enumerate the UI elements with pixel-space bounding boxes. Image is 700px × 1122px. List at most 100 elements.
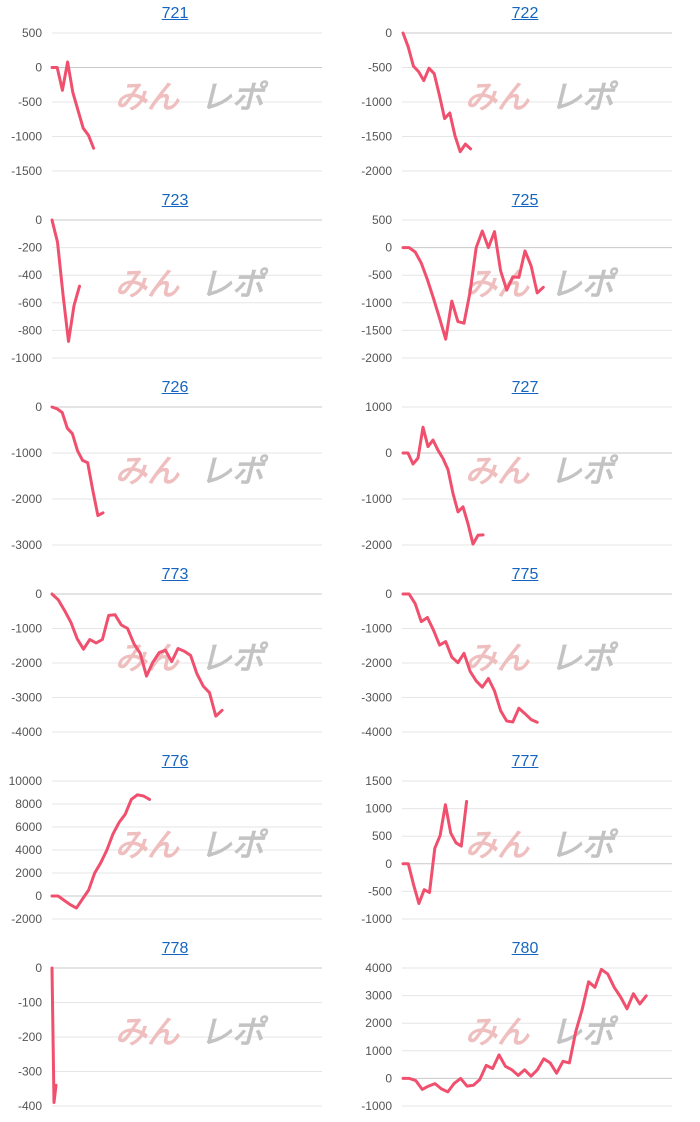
- chart-panel-778: 778 0 -100 -200 -300 -400 みん レポ: [0, 935, 350, 1122]
- watermark-text-gray: レポ: [550, 452, 619, 490]
- y-tick-label: -600: [18, 296, 42, 310]
- y-tick-label: -500: [368, 61, 392, 75]
- line-chart: 500 0 -500 -1000 -1500 -2000 みん レポ: [361, 213, 672, 365]
- watermark: みん レポ: [465, 1013, 619, 1051]
- chart-title-link[interactable]: 773: [161, 566, 189, 583]
- watermark-text-red: みん: [465, 1013, 530, 1051]
- chart-panel-727: 727 1000 0 -1000 -2000 みん レポ: [350, 374, 700, 561]
- y-tick-label: 0: [385, 241, 392, 255]
- watermark-text-red: みん: [465, 639, 530, 677]
- line-chart: 0 -1000 -2000 -3000 -4000 みん レポ: [361, 587, 672, 739]
- y-tick-label: -1000: [361, 296, 392, 310]
- series-line: [401, 31, 473, 154]
- y-tick-label: -1000: [11, 351, 42, 365]
- chart-title-link[interactable]: 722: [511, 5, 539, 22]
- y-tick-label: -2000: [361, 538, 392, 552]
- line-chart: 0 -500 -1000 -1500 -2000 みん レポ: [361, 26, 672, 178]
- chart-title-link[interactable]: 777: [511, 753, 539, 770]
- y-tick-label: -4000: [361, 725, 392, 739]
- watermark: みん レポ: [465, 265, 619, 303]
- y-tick-label: -1500: [361, 130, 392, 144]
- watermark: みん レポ: [115, 639, 269, 677]
- y-tick-label: 6000: [15, 820, 42, 834]
- y-tick-label: 0: [35, 400, 42, 414]
- series-line: [401, 229, 545, 341]
- y-tick-label: 0: [385, 587, 392, 601]
- chart-title-link[interactable]: 723: [161, 192, 189, 209]
- watermark-text-gray: レポ: [550, 826, 619, 864]
- watermark-text-gray: レポ: [200, 1013, 269, 1051]
- watermark: みん レポ: [115, 826, 269, 864]
- chart-panel-776: 776 10000 8000 6000 4000 2000 0 -2000 みん レポ: [0, 748, 350, 935]
- line-chart: 0 -1000 -2000 -3000 -4000 みん レポ: [11, 587, 322, 739]
- y-tick-label: 10000: [9, 774, 43, 788]
- y-tick-label: -4000: [11, 725, 42, 739]
- watermark-text-gray: レポ: [550, 78, 619, 116]
- y-tick-label: -1000: [361, 622, 392, 636]
- y-tick-label: -2000: [11, 912, 42, 926]
- y-tick-label: -500: [18, 95, 42, 109]
- chart-title-link[interactable]: 727: [511, 379, 539, 396]
- y-tick-label: 8000: [15, 797, 42, 811]
- y-tick-label: 0: [385, 1071, 392, 1085]
- y-tick-label: 4000: [365, 961, 392, 975]
- y-tick-label: -2000: [11, 656, 42, 670]
- chart-title-link[interactable]: 725: [511, 192, 539, 209]
- y-tick-label: 1000: [365, 802, 392, 816]
- y-tick-label: 0: [35, 889, 42, 903]
- y-tick-label: -1000: [361, 912, 392, 926]
- y-tick-label: 0: [35, 213, 42, 227]
- y-tick-label: -1500: [11, 164, 42, 178]
- y-tick-label: -400: [18, 268, 42, 282]
- y-tick-label: 0: [385, 857, 392, 871]
- y-tick-label: 1000: [365, 1044, 392, 1058]
- watermark: みん レポ: [465, 826, 619, 864]
- y-tick-label: -1000: [11, 446, 42, 460]
- y-tick-label: -100: [18, 996, 42, 1010]
- y-tick-label: -3000: [11, 538, 42, 552]
- chart-panel-723: 723 0 -200 -400 -600 -800 -1000 みん レポ: [0, 187, 350, 374]
- line-chart: 0 -200 -400 -600 -800 -1000 みん レポ: [11, 213, 322, 365]
- y-tick-label: -1000: [11, 130, 42, 144]
- y-tick-label: -1000: [361, 492, 392, 506]
- y-tick-label: -2000: [361, 656, 392, 670]
- watermark-text-red: みん: [115, 452, 180, 490]
- chart-panel-780: 780 4000 3000 2000 1000 0 -1000 みん レポ: [350, 935, 700, 1122]
- y-tick-label: -500: [368, 268, 392, 282]
- y-tick-label: -300: [18, 1065, 42, 1079]
- chart-panel-726: 726 0 -1000 -2000 -3000 みん レポ: [0, 374, 350, 561]
- watermark-text-red: みん: [465, 452, 530, 490]
- series-line: [50, 60, 96, 150]
- chart-title-link[interactable]: 775: [511, 566, 539, 583]
- watermark-text-gray: レポ: [200, 78, 269, 116]
- chart-title-link[interactable]: 776: [161, 753, 189, 770]
- y-tick-label: 1000: [365, 400, 392, 414]
- y-tick-label: -200: [18, 1030, 42, 1044]
- watermark-text-red: みん: [465, 826, 530, 864]
- series-line: [50, 218, 81, 343]
- watermark-text-gray: レポ: [200, 265, 269, 303]
- line-chart: 0 -1000 -2000 -3000 みん レポ: [11, 400, 322, 552]
- y-tick-label: -400: [18, 1099, 42, 1113]
- y-tick-label: 4000: [15, 843, 42, 857]
- chart-panel-773: 773 0 -1000 -2000 -3000 -4000 みん レポ: [0, 561, 350, 748]
- chart-title-link[interactable]: 780: [511, 940, 539, 957]
- chart-panel-777: 777 1500 1000 500 0 -500 -1000 みん レポ: [350, 748, 700, 935]
- chart-title-link[interactable]: 721: [161, 5, 189, 22]
- watermark-text-gray: レポ: [200, 639, 269, 677]
- watermark-text-gray: レポ: [550, 639, 619, 677]
- y-tick-label: -2000: [11, 492, 42, 506]
- chart-panel-721: 721 500 0 -500 -1000 -1500 みん レポ: [0, 0, 350, 187]
- y-tick-label: -1000: [11, 622, 42, 636]
- y-tick-label: 500: [372, 829, 392, 843]
- watermark-text-red: みん: [465, 78, 530, 116]
- watermark-text-red: みん: [115, 826, 180, 864]
- y-tick-label: 0: [35, 61, 42, 75]
- y-tick-label: 0: [385, 446, 392, 460]
- chart-title-link[interactable]: 778: [161, 940, 189, 957]
- y-tick-label: 0: [385, 26, 392, 40]
- watermark-text-red: みん: [115, 265, 180, 303]
- watermark: みん レポ: [465, 452, 619, 490]
- chart-title-link[interactable]: 726: [161, 379, 189, 396]
